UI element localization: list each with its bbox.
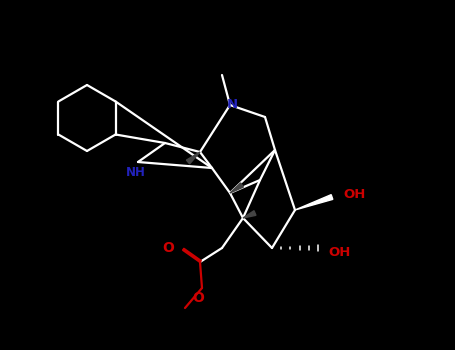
Polygon shape xyxy=(187,152,200,164)
Text: N: N xyxy=(227,98,238,111)
Text: O: O xyxy=(192,291,204,305)
Polygon shape xyxy=(230,183,243,193)
Text: O: O xyxy=(162,241,174,255)
Text: OH: OH xyxy=(329,245,351,259)
Text: OH: OH xyxy=(344,189,366,202)
Polygon shape xyxy=(295,195,333,210)
Polygon shape xyxy=(243,211,256,218)
Text: NH: NH xyxy=(126,166,146,178)
